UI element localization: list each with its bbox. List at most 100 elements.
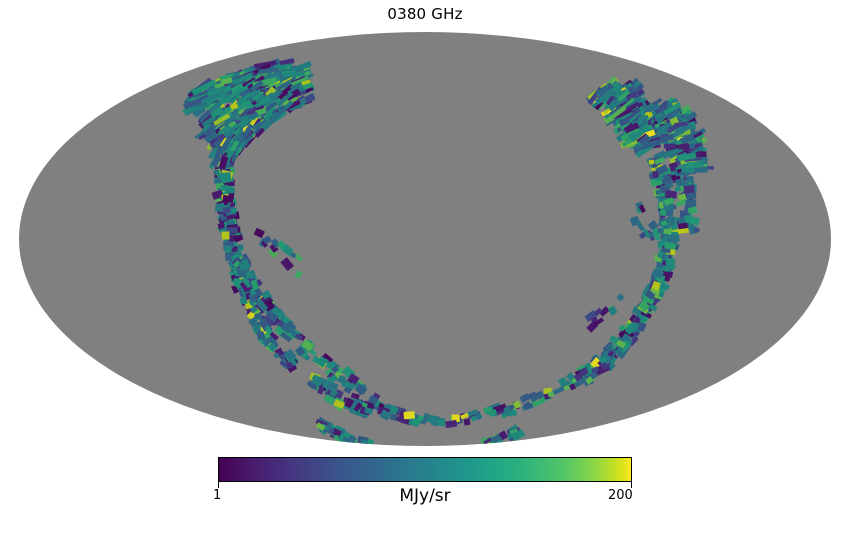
sky-pixel xyxy=(651,280,662,291)
sky-pixel xyxy=(233,234,244,243)
sky-pixel xyxy=(663,197,675,206)
sky-pixel xyxy=(467,409,479,417)
sky-pixel xyxy=(403,411,415,420)
sky-pixel xyxy=(361,402,368,408)
sky-pixel xyxy=(633,140,658,152)
sky-pixel xyxy=(255,95,271,109)
sky-pixel xyxy=(525,391,537,400)
sky-pixel xyxy=(689,143,705,155)
sky-pixel xyxy=(665,257,676,267)
sky-pixel xyxy=(290,75,309,86)
sky-pixel xyxy=(205,127,216,138)
sky-pixel xyxy=(493,403,507,413)
sky-pixel xyxy=(638,134,651,146)
colorbar-min-label: 1 xyxy=(213,488,222,503)
sky-pixel xyxy=(279,58,295,66)
sky-pixel xyxy=(679,104,691,115)
sky-pixel xyxy=(214,169,220,175)
sky-pixel xyxy=(584,309,598,323)
sky-pixel xyxy=(225,219,236,226)
sky-pixel xyxy=(224,245,232,252)
sky-pixel xyxy=(254,312,263,320)
sky-pixel xyxy=(268,248,279,259)
sky-pixel xyxy=(224,116,236,124)
sky-pixel xyxy=(677,142,690,151)
sky-pixel xyxy=(664,241,677,250)
sky-pixel xyxy=(201,89,226,104)
sky-pixel xyxy=(284,348,297,362)
sky-pixel xyxy=(463,418,471,426)
sky-pixel xyxy=(253,227,265,239)
sky-pixel xyxy=(644,289,656,301)
sky-pixel xyxy=(280,331,292,343)
sky-pixel xyxy=(271,306,284,318)
sky-pixel xyxy=(319,356,329,364)
sky-pixel xyxy=(221,231,230,240)
sky-pixel xyxy=(451,414,460,422)
sky-pixel xyxy=(218,136,231,155)
sky-pixel xyxy=(509,428,519,435)
sky-pixel xyxy=(552,386,565,395)
sky-pixel xyxy=(591,366,600,374)
sky-pixel xyxy=(332,428,343,437)
sky-pixel xyxy=(652,267,665,279)
sky-pixel xyxy=(252,322,262,333)
sky-pixel xyxy=(661,269,674,278)
sky-pixel xyxy=(222,194,234,204)
sky-pixel xyxy=(197,109,212,124)
sky-pixel xyxy=(257,66,280,75)
sky-pixel xyxy=(677,227,689,234)
masked-sky-region xyxy=(19,32,831,446)
sky-pixel xyxy=(693,227,700,233)
sky-pixel xyxy=(557,376,568,387)
sky-pixel xyxy=(194,130,205,140)
sky-pixel xyxy=(659,209,667,216)
sky-pixel xyxy=(204,131,219,144)
sky-pixel xyxy=(268,106,287,125)
sky-pixel xyxy=(304,93,316,104)
sky-pixel xyxy=(295,346,306,357)
sky-pixel xyxy=(306,380,318,390)
sky-pixel xyxy=(261,337,269,348)
sky-pixel xyxy=(249,80,264,93)
sky-pixel xyxy=(279,360,291,369)
sky-pixel xyxy=(219,171,232,181)
sky-pixel xyxy=(508,404,515,411)
sky-pixel xyxy=(333,399,345,409)
sky-pixel xyxy=(631,114,649,126)
sky-pixel xyxy=(337,432,346,442)
sky-pixel xyxy=(188,103,210,113)
sky-pixel xyxy=(425,414,439,424)
sky-pixel xyxy=(244,279,250,286)
sky-pixel xyxy=(236,99,252,112)
sky-pixel xyxy=(288,357,298,367)
sky-pixel xyxy=(445,419,458,429)
sky-pixel xyxy=(253,60,277,69)
sky-pixel xyxy=(659,105,670,116)
sky-pixel xyxy=(264,101,278,112)
sky-pixel xyxy=(262,292,271,300)
sky-pixel xyxy=(255,107,267,116)
sky-pixel xyxy=(659,133,675,143)
sky-pixel xyxy=(294,270,303,279)
sky-pixel xyxy=(638,300,650,313)
scan-coverage-layer xyxy=(182,58,715,446)
sky-pixel xyxy=(248,318,255,324)
sky-pixel xyxy=(269,331,279,341)
sky-pixel xyxy=(286,361,294,369)
sky-pixel xyxy=(592,317,605,327)
sky-pixel xyxy=(607,350,615,358)
sky-pixel xyxy=(210,106,224,119)
sky-pixel xyxy=(280,257,294,272)
sky-pixel xyxy=(270,238,281,249)
sky-pixel xyxy=(211,189,224,200)
sky-pixel xyxy=(615,339,627,349)
sky-pixel xyxy=(256,330,266,341)
sky-pixel xyxy=(232,260,241,269)
sky-pixel xyxy=(563,384,570,391)
sky-pixel xyxy=(273,352,280,359)
sky-pixel xyxy=(220,215,229,222)
sky-pixel xyxy=(353,402,363,412)
sky-pixel xyxy=(183,94,210,110)
